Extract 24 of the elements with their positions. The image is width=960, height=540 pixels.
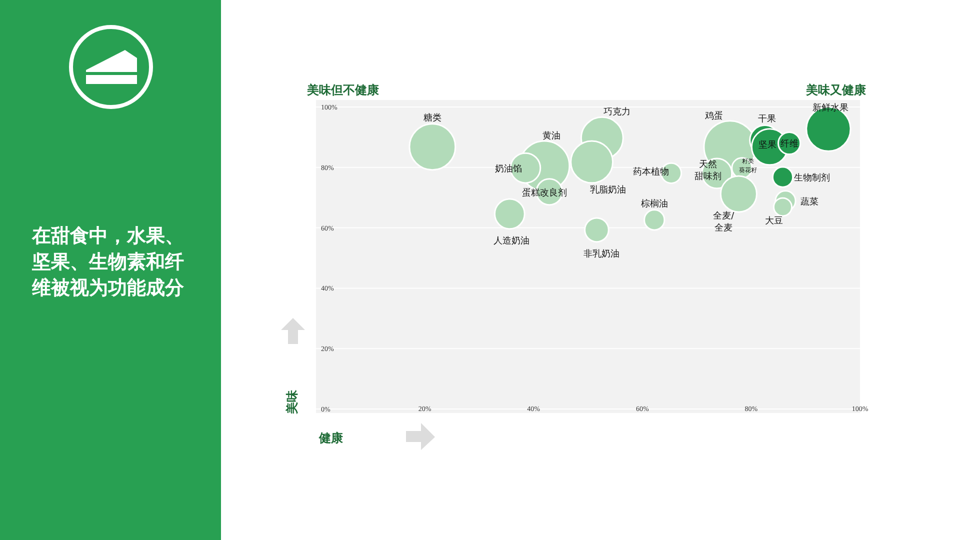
annotation: 药本植物 (633, 166, 670, 178)
annotation: 糖类 (423, 112, 442, 124)
text: 美味但不健康 (306, 83, 380, 97)
annotation: 鸡蛋 (704, 110, 723, 122)
annotation: 蔬菜 (800, 196, 818, 208)
annotation: 蛋糕改良剂 (522, 187, 567, 198)
annotation: 大豆 (764, 215, 783, 226)
annotation: 乳脂奶油 (590, 184, 626, 196)
annotation: 黄油 (542, 130, 560, 142)
annotation: 奶油馅 (494, 164, 522, 175)
x-axis-title: 健康 (318, 431, 344, 445)
annotation: 非乳奶油 (584, 248, 620, 260)
text: 美味又健康 (805, 83, 867, 97)
annotation: 全麦/全麦 (713, 210, 736, 234)
annotation: 干果 (758, 114, 776, 125)
annotation: 棕榈油 (640, 198, 668, 210)
text: 在甜食中，水果、坚果、生物素和纤维被视为功能成分 (31, 225, 185, 299)
y-axis-title: 美味 (285, 389, 299, 415)
annotation: 天然甜味剂 (694, 158, 722, 182)
annotation: 生物制剂 (794, 172, 830, 184)
annotation: 纤维 (780, 138, 798, 150)
annotation: 坚果 (758, 139, 777, 150)
annotation: 巧克力 (604, 106, 631, 118)
annotation: 人造奶油 (494, 235, 530, 246)
